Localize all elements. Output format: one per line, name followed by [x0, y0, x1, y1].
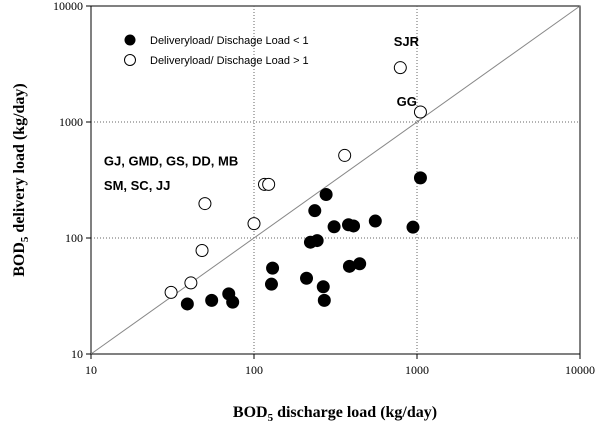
- y-tick-labels: 10 100 1000 10000: [53, 0, 91, 361]
- open-point-1: [184, 276, 198, 290]
- y-tick-label-1: 100: [65, 231, 83, 245]
- y-tick-label-2: 1000: [59, 115, 83, 129]
- y-tick-label-3: 10000: [53, 0, 83, 13]
- x-tick-labels: 10 100 1000 10000: [85, 354, 595, 377]
- open-point-6: [262, 177, 276, 191]
- open-point-9: [413, 105, 427, 119]
- legend: Deliveryload/ Dischage Load < 1 Delivery…: [124, 34, 309, 67]
- filled-point-17: [353, 257, 367, 271]
- filled-point-4: [264, 277, 278, 291]
- filled-point-10: [316, 280, 330, 294]
- filled-point-18: [368, 214, 382, 228]
- data-points: [164, 61, 427, 311]
- open-point-8: [393, 61, 407, 75]
- x-tick-label-3: 10000: [565, 363, 595, 377]
- plot-frame: [90, 5, 581, 355]
- y-tick-label-0: 10: [71, 347, 83, 361]
- annotation-3: SM, SC, JJ: [104, 178, 170, 193]
- open-point-3: [198, 197, 212, 211]
- open-point-2: [195, 244, 209, 258]
- filled-point-16: [347, 219, 361, 233]
- open-point-7: [338, 148, 352, 162]
- annotation-1: GG: [397, 94, 417, 109]
- x-tick-label-0: 10: [85, 363, 97, 377]
- y-axis-label: BOD5 delivery load (kg/day): [11, 83, 31, 277]
- legend-marker-open: [124, 54, 136, 66]
- filled-point-3: [226, 295, 240, 309]
- annotation-0: SJR: [394, 34, 420, 49]
- filled-point-1: [205, 293, 219, 307]
- filled-point-0: [180, 297, 194, 311]
- legend-label-open: Deliveryload/ Dischage Load > 1: [150, 55, 309, 67]
- open-point-0: [164, 285, 178, 299]
- legend-label-filled: Deliveryload/ Dischage Load < 1: [150, 35, 309, 47]
- filled-point-9: [310, 234, 324, 248]
- legend-marker-filled: [124, 34, 136, 46]
- filled-point-8: [308, 204, 322, 218]
- annotation-2: GJ, GMD, GS, DD, MB: [104, 154, 238, 169]
- filled-point-12: [319, 188, 333, 202]
- filled-point-11: [317, 293, 331, 307]
- open-point-4: [247, 217, 261, 231]
- filled-point-5: [266, 261, 280, 275]
- filled-point-20: [413, 171, 427, 185]
- annotations: SJR GG GJ, GMD, GS, DD, MB SM, SC, JJ: [104, 34, 420, 193]
- x-tick-label-2: 1000: [405, 363, 429, 377]
- filled-point-13: [327, 220, 341, 234]
- x-tick-label-1: 100: [245, 363, 263, 377]
- x-axis-label: BOD5 discharge load (kg/day): [233, 404, 437, 424]
- filled-point-19: [406, 220, 420, 234]
- filled-point-6: [300, 271, 314, 285]
